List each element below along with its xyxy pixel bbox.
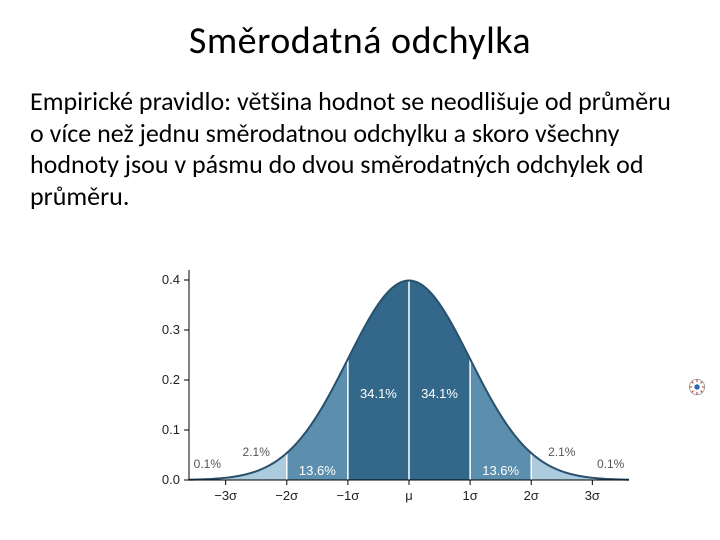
rule-paragraph: Empirické pravidlo: většina hodnot se ne…	[0, 64, 720, 213]
svg-text:34.1%: 34.1%	[421, 386, 458, 401]
bell-curve-chart: 0.0 0.1 0.2 0.3 0.4 −3σ −2σ −1σ μ 1σ 2σ 3σ 0.1% 2.1% 1…	[145, 260, 645, 520]
svg-text:34.1%: 34.1%	[360, 386, 397, 401]
commons-logo-icon	[688, 378, 706, 396]
svg-text:0.2: 0.2	[162, 372, 180, 387]
svg-text:2.1%: 2.1%	[243, 445, 271, 459]
svg-text:1σ: 1σ	[462, 488, 477, 503]
svg-text:0.4: 0.4	[162, 272, 180, 287]
svg-text:2.1%: 2.1%	[548, 445, 576, 459]
svg-text:13.6%: 13.6%	[299, 463, 336, 478]
page-title: Směrodatná odchylka	[0, 0, 720, 64]
svg-text:−3σ: −3σ	[214, 488, 237, 503]
svg-text:0.1%: 0.1%	[597, 457, 625, 471]
bell-curve-svg: 0.0 0.1 0.2 0.3 0.4 −3σ −2σ −1σ μ 1σ 2σ 3σ 0.1% 2.1% 1…	[145, 260, 645, 520]
svg-text:0.0: 0.0	[162, 472, 180, 487]
svg-text:0.3: 0.3	[162, 322, 180, 337]
svg-text:−1σ: −1σ	[336, 488, 359, 503]
svg-text:−2σ: −2σ	[275, 488, 298, 503]
svg-text:3σ: 3σ	[585, 488, 600, 503]
svg-text:13.6%: 13.6%	[482, 463, 519, 478]
svg-text:0.1: 0.1	[162, 422, 180, 437]
svg-text:μ: μ	[405, 488, 413, 503]
svg-text:2σ: 2σ	[524, 488, 539, 503]
svg-text:0.1%: 0.1%	[194, 457, 222, 471]
slide: Směrodatná odchylka Empirické pravidlo: …	[0, 0, 720, 540]
